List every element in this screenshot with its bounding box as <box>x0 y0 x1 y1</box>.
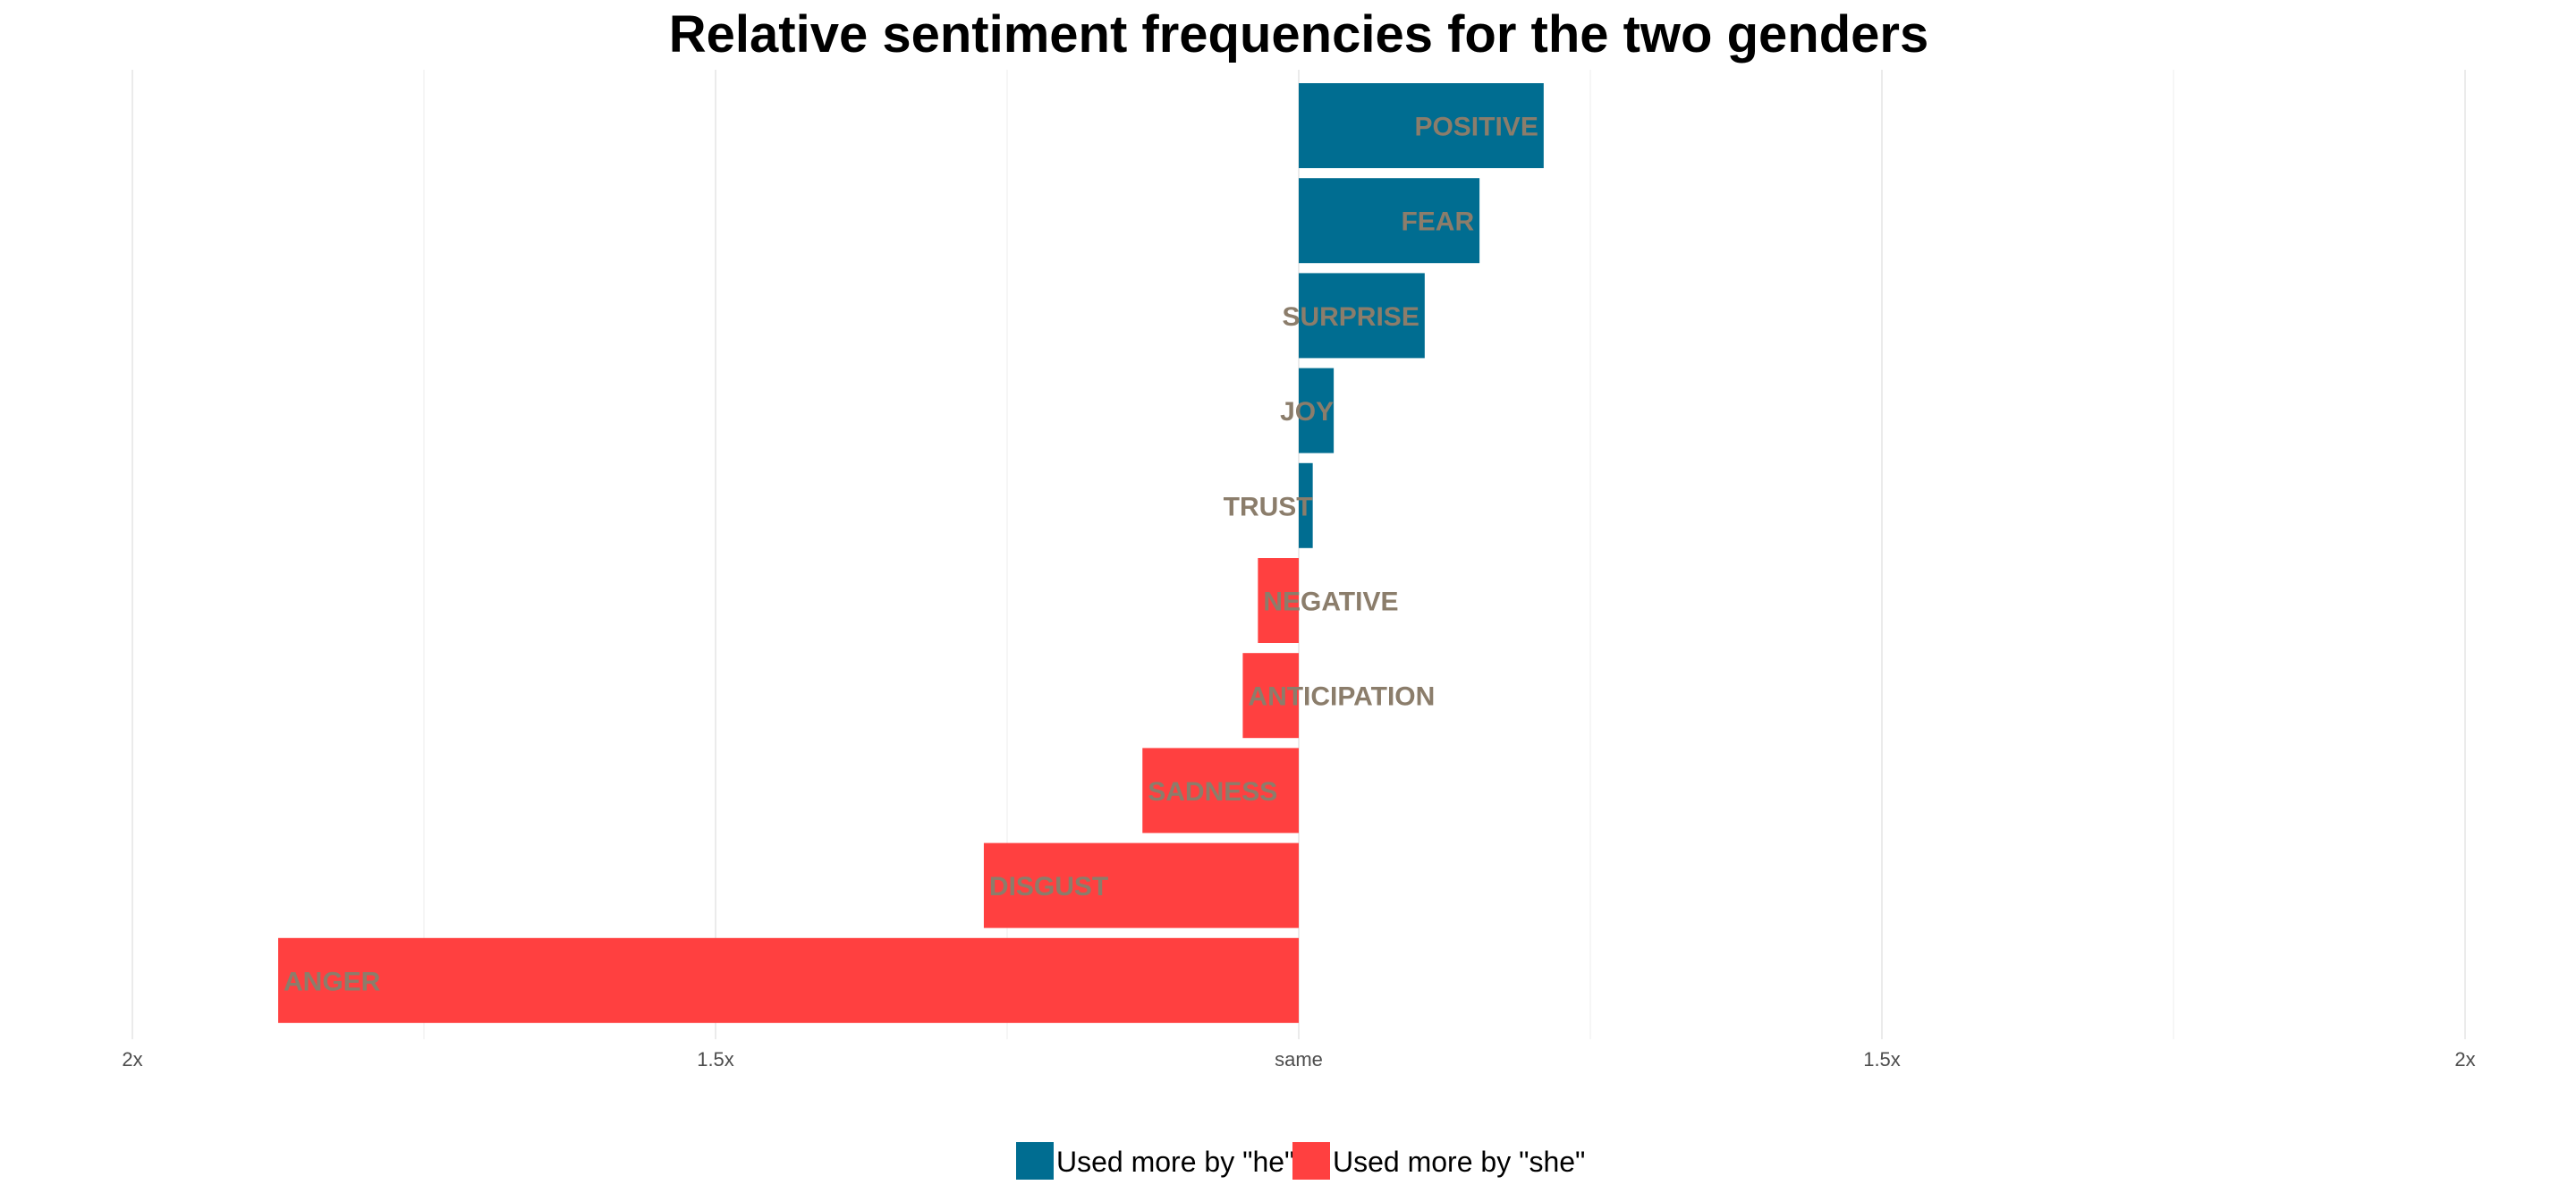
bar-label-anger: ANGER <box>284 967 381 996</box>
grid-lines <box>131 70 2466 1039</box>
x-tick-label: same <box>1275 1048 1323 1071</box>
bar-joy <box>1299 368 1335 453</box>
bar-surprise <box>1299 273 1425 359</box>
bar-label-positive: POSITIVE <box>1414 113 1538 142</box>
x-tick-label: 2x <box>122 1048 142 1071</box>
bar-labels: POSITIVE FEAR SURPRISE JOY TRUST NEGATIVE ANTI… <box>284 113 1538 997</box>
legend-key-she <box>1292 1142 1330 1180</box>
bar-label-anticipation: ANTICIPATION <box>1248 682 1435 712</box>
bar-label-joy: JOY <box>1280 397 1334 427</box>
legend-label-he: Used more by "he" <box>1056 1146 1294 1178</box>
bar-anticipation <box>1242 653 1299 739</box>
bar-anger <box>278 937 1299 1023</box>
bar-label-fear: FEAR <box>1401 207 1474 237</box>
bar-fear <box>1299 178 1480 264</box>
legend-key-he <box>1016 1142 1054 1180</box>
x-tick-label: 2x <box>2454 1048 2475 1071</box>
bar-label-disgust: DISGUST <box>989 872 1108 902</box>
bar-negative <box>1258 558 1299 643</box>
bar-positive <box>1299 83 1544 168</box>
x-tick-label: 1.5x <box>1863 1048 1901 1071</box>
bar-trust <box>1299 462 1313 548</box>
bar-sadness <box>1142 748 1299 834</box>
bar-label-sadness: SADNESS <box>1148 777 1277 807</box>
bar-disgust <box>983 842 1299 928</box>
bar-label-trust: TRUST <box>1224 492 1313 521</box>
chart-title: Relative sentiment frequencies for the t… <box>669 5 1928 63</box>
bar-label-negative: NEGATIVE <box>1263 588 1398 617</box>
bars <box>278 83 1544 1023</box>
x-tick-label: 1.5x <box>697 1048 734 1071</box>
bar-label-surprise: SURPRISE <box>1282 302 1419 332</box>
legend: Used more by "he" Used more by "she" <box>1016 1142 1585 1180</box>
legend-label-she: Used more by "she" <box>1333 1146 1585 1178</box>
x-axis-tick-labels: 2x 1.5x same 1.5x 2x <box>122 1048 2475 1071</box>
